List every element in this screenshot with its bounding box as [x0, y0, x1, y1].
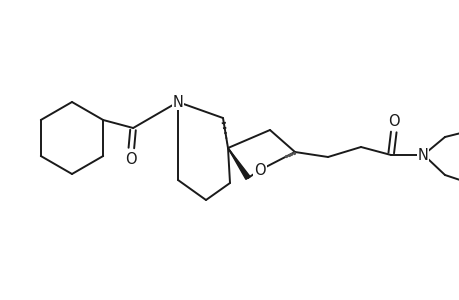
- Polygon shape: [228, 148, 250, 179]
- Text: N: N: [417, 148, 427, 163]
- Text: O: O: [254, 163, 265, 178]
- Text: O: O: [125, 152, 137, 166]
- Text: O: O: [387, 113, 399, 128]
- Text: N: N: [172, 94, 183, 110]
